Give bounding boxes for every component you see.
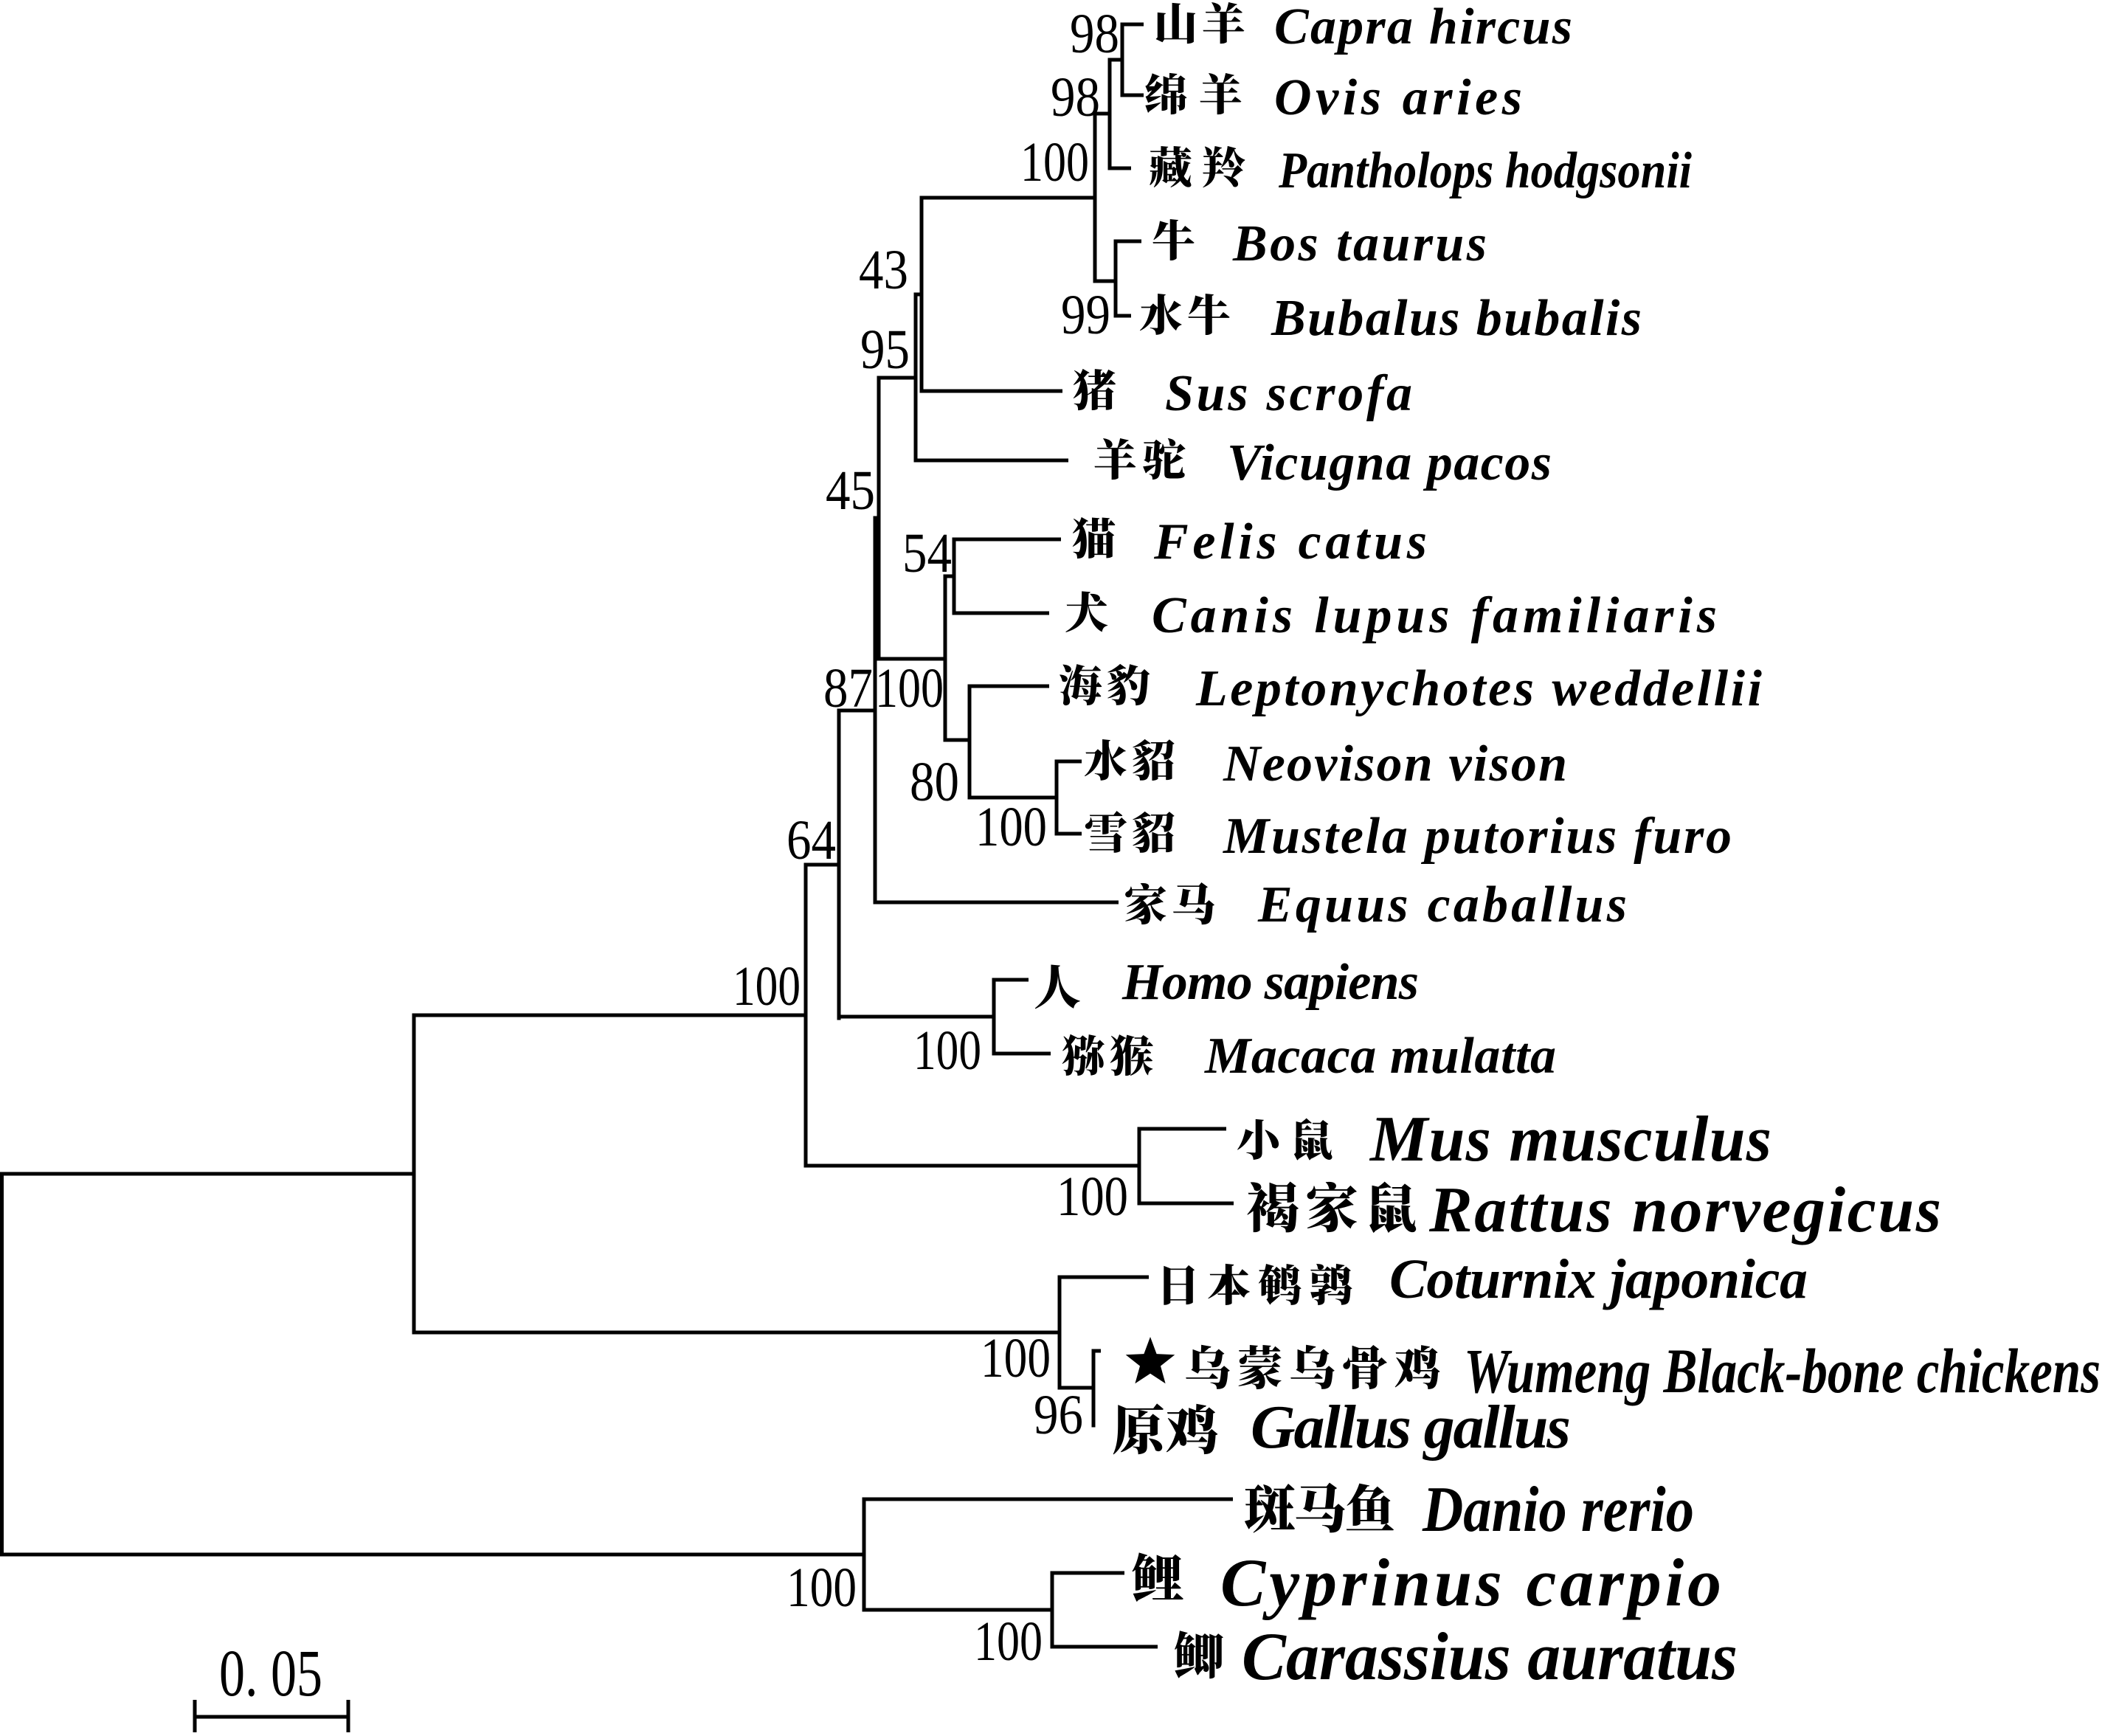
svg-text:Pantholops hodgsonii: Pantholops hodgsonii bbox=[1278, 142, 1692, 199]
svg-text:Homo sapiens: Homo sapiens bbox=[1121, 954, 1419, 1011]
svg-text:87: 87 bbox=[823, 657, 873, 719]
svg-text:100: 100 bbox=[875, 657, 944, 719]
svg-text:Carassius auratus: Carassius auratus bbox=[1242, 1619, 1738, 1694]
svg-text:45: 45 bbox=[826, 460, 875, 522]
svg-text:80: 80 bbox=[910, 751, 959, 813]
svg-text:Leptonychotes weddellii: Leptonychotes weddellii bbox=[1195, 660, 1763, 717]
svg-text:Rattus norvegicus: Rattus norvegicus bbox=[1428, 1175, 1941, 1246]
svg-text:Bubalus bubalis: Bubalus bubalis bbox=[1271, 290, 1642, 347]
svg-text:Equus caballus: Equus caballus bbox=[1257, 876, 1627, 933]
svg-text:Bos taurus: Bos taurus bbox=[1232, 215, 1487, 272]
svg-text:Felis catus: Felis catus bbox=[1153, 513, 1427, 570]
svg-text:100: 100 bbox=[981, 1327, 1051, 1389]
svg-text:54: 54 bbox=[902, 522, 952, 584]
svg-text:99: 99 bbox=[1061, 284, 1110, 346]
svg-text:100: 100 bbox=[913, 1020, 981, 1082]
svg-text:100: 100 bbox=[787, 1557, 857, 1619]
svg-text:0. 05: 0. 05 bbox=[219, 1637, 322, 1710]
svg-text:Gallus gallus: Gallus gallus bbox=[1251, 1393, 1571, 1462]
svg-text:Canis lupus familiaris: Canis lupus familiaris bbox=[1152, 587, 1717, 644]
svg-text:98: 98 bbox=[1051, 66, 1100, 128]
svg-text:Wumeng Black-bone chickens: Wumeng Black-bone chickens bbox=[1464, 1335, 2101, 1406]
svg-text:Capra hircus: Capra hircus bbox=[1274, 0, 1572, 55]
svg-text:100: 100 bbox=[1020, 131, 1089, 193]
svg-text:64: 64 bbox=[787, 809, 836, 871]
svg-text:98: 98 bbox=[1070, 3, 1119, 65]
svg-text:Ovis aries: Ovis aries bbox=[1274, 69, 1522, 126]
svg-text:Mus musculus: Mus musculus bbox=[1369, 1104, 1772, 1175]
svg-text:100: 100 bbox=[974, 1611, 1043, 1673]
svg-text:96: 96 bbox=[1034, 1384, 1083, 1446]
svg-text:Mustela putorius furo: Mustela putorius furo bbox=[1223, 808, 1732, 865]
svg-text:95: 95 bbox=[860, 319, 910, 381]
svg-text:Danio rerio: Danio rerio bbox=[1422, 1474, 1694, 1546]
svg-text:43: 43 bbox=[859, 239, 908, 301]
svg-text:Coturnix japonica: Coturnix japonica bbox=[1389, 1248, 1808, 1310]
svg-text:100: 100 bbox=[975, 796, 1047, 858]
svg-text:Neovison vison: Neovison vison bbox=[1223, 736, 1567, 792]
svg-text:Vicugna pacos: Vicugna pacos bbox=[1227, 435, 1552, 491]
svg-text:Cyprinus carpio: Cyprinus carpio bbox=[1220, 1545, 1721, 1620]
svg-text:100: 100 bbox=[1057, 1166, 1128, 1228]
svg-text:Sus scrofa: Sus scrofa bbox=[1165, 365, 1412, 422]
svg-text:Macaca mulatta: Macaca mulatta bbox=[1204, 1028, 1556, 1085]
svg-text:100: 100 bbox=[733, 955, 801, 1017]
